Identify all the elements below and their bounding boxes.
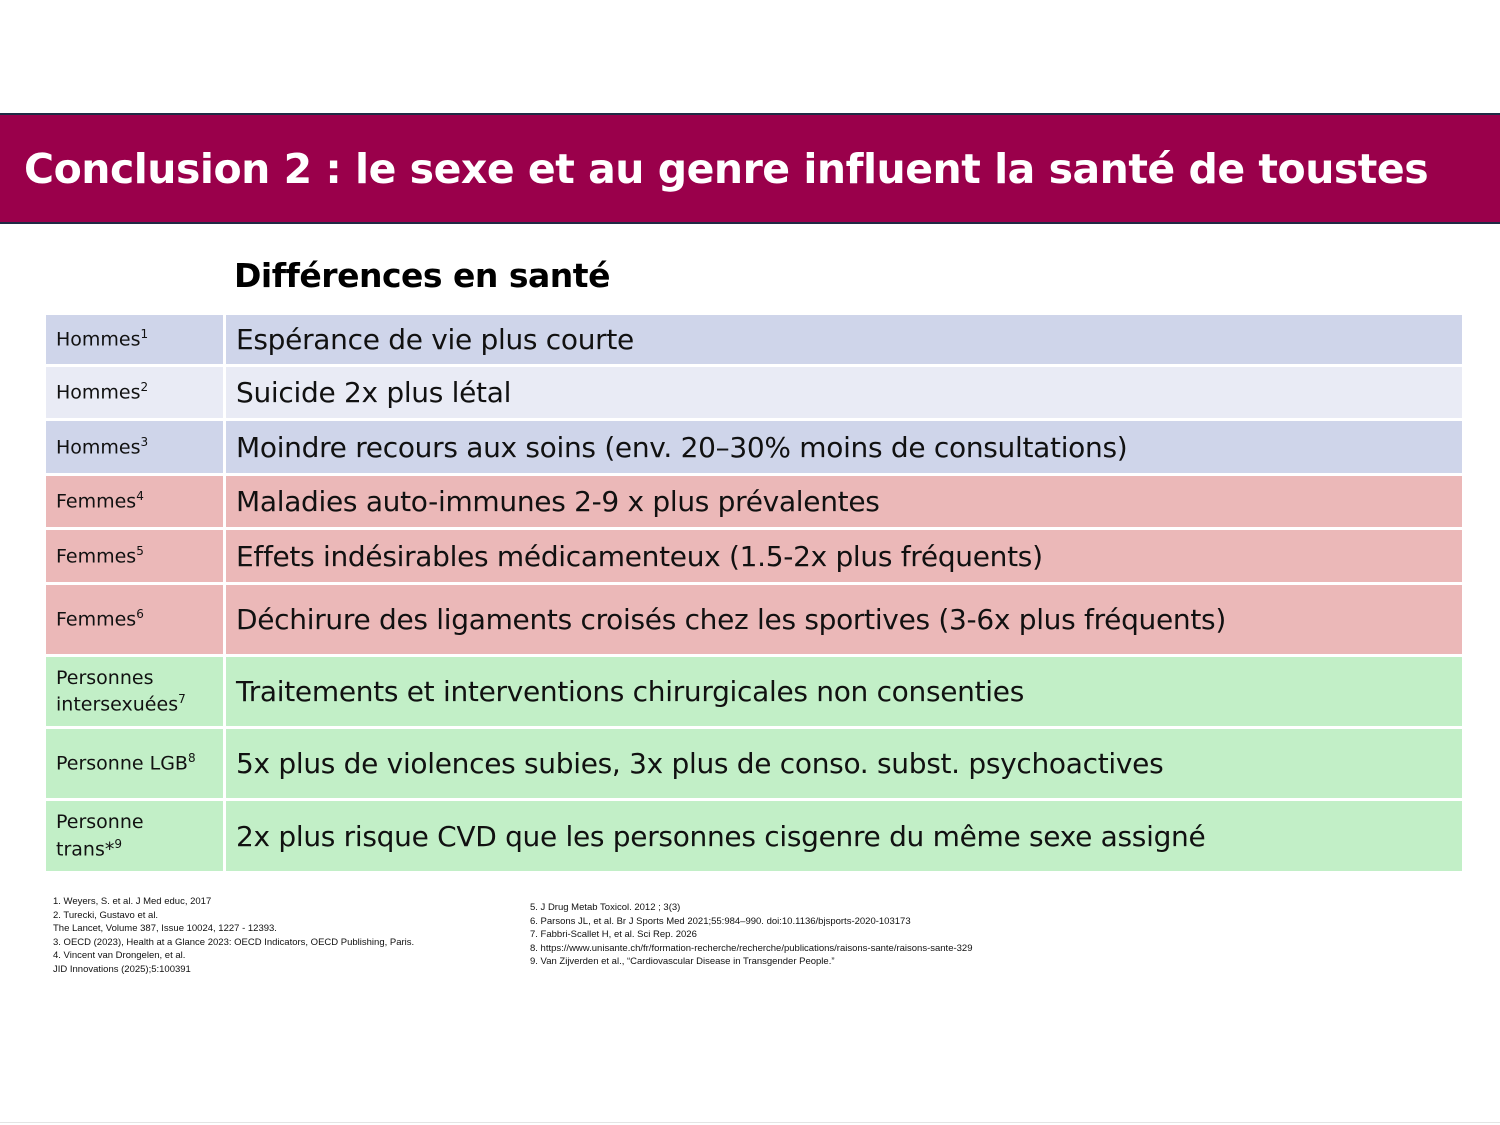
group-cell: Personnes intersexuées7 xyxy=(43,654,226,729)
table-row: Hommes1 Espérance de vie plus courte xyxy=(43,312,1465,367)
reference-line: 5. J Drug Metab Toxicol. 2012 ; 3(3) xyxy=(530,902,681,913)
reference-line: JID Innovations (2025);5:100391 xyxy=(53,963,191,975)
difference-cell: Maladies auto-immunes 2-9 x plus prévale… xyxy=(223,473,1465,530)
group-label: Hommes xyxy=(56,381,141,404)
group-cell: Personne trans*9 xyxy=(43,798,226,874)
reference-line: 6. Parsons JL, et al. Br J Sports Med 20… xyxy=(530,915,911,927)
difference-cell: Suicide 2x plus létal xyxy=(223,364,1465,421)
reference-line: The Lancet, Volume 387, Issue 10024, 122… xyxy=(53,923,277,934)
table-row: Hommes3 Moindre recours aux soins (env. 2… xyxy=(43,418,1465,476)
references-left: 1. Weyers, S. et al. J Med educ, 2017 2. … xyxy=(53,895,414,976)
group-label: Personne LGB xyxy=(56,752,188,775)
table-row: Femmes5 Effets indésirables médicamenteux… xyxy=(43,527,1465,585)
group-label: Personnes intersexuées xyxy=(56,666,179,716)
reference-line: 7. Fabbri-Scallet H, et al. Sci Rep. 202… xyxy=(530,929,697,940)
reference-number: 2 xyxy=(140,380,149,395)
table-row: Personnes intersexuées7 Traitements et in… xyxy=(43,654,1465,729)
reference-number: 8 xyxy=(187,751,196,766)
slide-title: Conclusion 2 : le sexe et au genre influ… xyxy=(24,145,1429,193)
group-cell: Hommes1 xyxy=(43,312,226,367)
group-label: Femmes xyxy=(56,608,137,631)
reference-line: 8. https://www.unisante.ch/fr/formation-… xyxy=(530,942,973,954)
difference-cell: Effets indésirables médicamenteux (1.5-2… xyxy=(223,527,1465,585)
difference-cell: Traitements et interventions chirurgical… xyxy=(223,654,1465,729)
reference-number: 7 xyxy=(178,692,186,707)
table-row: Femmes4 Maladies auto-immunes 2-9 x plus … xyxy=(43,473,1465,530)
reference-line: 9. Van Zijverden et al., “Cardiovascular… xyxy=(530,956,835,967)
reference-line: 2. Turecki, Gustavo et al. xyxy=(53,909,159,921)
group-cell: Hommes3 xyxy=(43,418,226,476)
difference-cell: Déchirure des ligaments croisés chez les… xyxy=(223,582,1465,657)
divider xyxy=(0,1122,1500,1123)
difference-cell: 5x plus de violences subies, 3x plus de … xyxy=(223,726,1465,801)
difference-cell: Espérance de vie plus courte xyxy=(223,312,1465,367)
references-right: 5. J Drug Metab Toxicol. 2012 ; 3(3) 6. P… xyxy=(530,901,973,969)
title-banner: Conclusion 2 : le sexe et au genre influ… xyxy=(0,113,1500,224)
table-row: Personne LGB8 5x plus de violences subies… xyxy=(43,726,1465,801)
group-label: Hommes xyxy=(56,435,141,458)
table-row: Personne trans*9 2x plus risque CVD que l… xyxy=(43,798,1465,874)
group-label: Hommes xyxy=(56,328,141,351)
reference-line: 3. OECD (2023), Health at a Glance 2023:… xyxy=(53,936,415,948)
reference-number: 3 xyxy=(140,434,149,449)
group-cell: Hommes2 xyxy=(43,364,226,421)
group-cell: Femmes4 xyxy=(43,473,226,530)
group-label: Personne trans* xyxy=(56,811,144,861)
reference-number: 6 xyxy=(136,607,144,622)
reference-number: 9 xyxy=(114,836,122,851)
reference-line: 4. Vincent van Drongelen, et al. xyxy=(53,950,186,961)
health-differences-table: Hommes1 Espérance de vie plus courte Homme… xyxy=(43,312,1465,874)
reference-number: 1 xyxy=(140,327,149,342)
difference-cell: 2x plus risque CVD que les personnes cis… xyxy=(223,798,1465,874)
table-heading: Différences en santé xyxy=(234,256,610,295)
group-cell: Femmes6 xyxy=(43,582,226,657)
group-cell: Personne LGB8 xyxy=(43,726,226,801)
group-label: Femmes xyxy=(56,544,137,567)
reference-number: 4 xyxy=(136,489,144,504)
group-cell: Femmes5 xyxy=(43,527,226,585)
difference-cell: Moindre recours aux soins (env. 20–30% m… xyxy=(223,418,1465,476)
table-row: Hommes2 Suicide 2x plus létal xyxy=(43,364,1465,421)
reference-number: 5 xyxy=(136,543,144,558)
group-label: Femmes xyxy=(56,490,137,513)
reference-line: 1. Weyers, S. et al. J Med educ, 2017 xyxy=(53,896,212,907)
table-row: Femmes6 Déchirure des ligaments croisés c… xyxy=(43,582,1465,657)
